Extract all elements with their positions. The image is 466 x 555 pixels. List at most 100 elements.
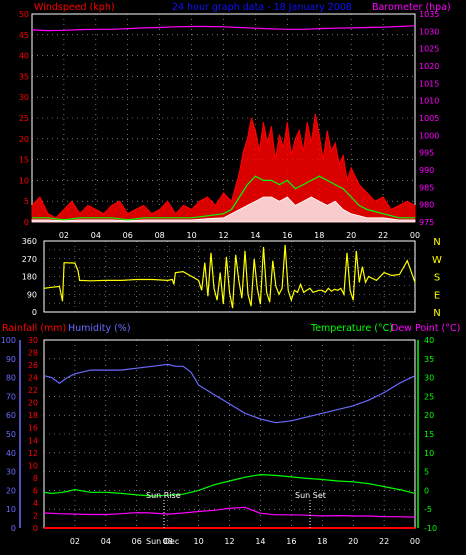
rainfall-tick-label: 14: [28, 436, 38, 445]
rainfall-tick-label: 18: [28, 411, 38, 420]
barometer-tick-label: 1000: [419, 131, 439, 140]
direction-tick-label: 180: [22, 273, 37, 282]
barometer-axis-ticks: 975 980 985 990 995 1000 1005 1010 1015 1020 1025 1…: [419, 10, 439, 227]
temperature-x-tick-label: 10: [193, 537, 203, 546]
rainfall-tick-label: 20: [28, 399, 38, 408]
barometer-tick-label: 995: [419, 149, 434, 158]
barometer-tick-label: 1020: [419, 62, 439, 71]
windspeed-tick-label: 10: [19, 176, 29, 185]
temperature-panel-series: [43, 363, 416, 529]
temperature-tick-label: 0: [424, 486, 429, 495]
temperature-panel-grid: [44, 340, 415, 528]
barometer-tick-label: 1030: [419, 27, 439, 36]
rainfall-tick-label: 8: [33, 474, 38, 483]
direction-tick-label: 270: [22, 255, 37, 264]
temperature-tick-label: -5: [424, 505, 432, 514]
rainfall-tick-label: 12: [28, 449, 38, 458]
windspeed-tick-label: 15: [19, 156, 29, 165]
temperature-tick-label: 5: [424, 468, 429, 477]
rainfall-axis-title: Rainfall (mm): [2, 323, 66, 334]
temperature-tick-label: 20: [424, 411, 434, 420]
rainfall-tick-label: 6: [33, 486, 38, 495]
windspeed-tick-label: 20: [19, 135, 29, 144]
wind-x-tick-label: 12: [218, 231, 228, 240]
temperature-x-tick-label: 14: [255, 537, 265, 546]
direction-panel-grid: [44, 241, 415, 312]
average-series-line: [32, 175, 415, 221]
wind-x-tick-label: 16: [282, 231, 292, 240]
wind-x-tick-label: 02: [59, 231, 69, 240]
direction-tick-label: 90: [27, 290, 37, 299]
wind-x-tick-label: 10: [186, 231, 196, 240]
temperature-tick-label: -10: [424, 524, 437, 533]
barometer-tick-label: 1035: [419, 10, 439, 19]
direction-tick-label: 360: [22, 237, 37, 246]
barometer-tick-label: 1010: [419, 97, 439, 106]
humidity-tick-label: 30: [6, 468, 16, 477]
barometer-tick-label: 980: [419, 201, 434, 210]
compass-label: S: [434, 273, 440, 284]
wind-x-tick-label: 22: [378, 231, 388, 240]
wind-x-tick-label: 04: [91, 231, 101, 240]
direction-tick-label: 0: [32, 308, 37, 317]
wind-panel-series: [31, 25, 416, 223]
humidity-tick-label: 60: [6, 411, 16, 420]
temperature-axis-ticks: -10 -5 0 5 10 15 20 25 30 35 40: [417, 336, 437, 533]
temperature-axis-title: Temperature (°C): [310, 323, 393, 334]
temperature-x-tick-label: 16: [286, 537, 296, 546]
compass-label: N: [433, 237, 440, 248]
temperature-x-tick-label: 18: [317, 537, 327, 546]
dewpoint-axis-title: Dew Point (°C): [391, 323, 460, 334]
barometer-tick-label: 1015: [419, 79, 439, 88]
humidity-tick-label: 70: [6, 392, 16, 401]
rainfall-tick-label: 16: [28, 424, 38, 433]
rainfall-tick-label: 2: [33, 511, 38, 520]
windspeed-tick-label: 40: [19, 52, 29, 61]
wind-x-tick-label: 18: [314, 231, 324, 240]
direction-axis-ticks: 0 90 180 270 360: [22, 237, 37, 317]
barometer-tick-label: 1025: [419, 45, 439, 54]
temperature-series-line: [43, 473, 416, 497]
humidity-tick-label: 10: [6, 505, 16, 514]
temperature-panel-x-ticks: 02 04 06 08 10 12 14 16 18 20 22 00: [70, 537, 420, 546]
temperature-x-tick-label: 22: [379, 537, 389, 546]
windspeed-tick-label: 0: [24, 218, 29, 227]
rainfall-tick-label: 26: [28, 361, 38, 370]
barometer-axis-title: Barometer (hpa): [372, 2, 451, 13]
direction-series-line: [43, 244, 416, 309]
barometer-series-line: [31, 25, 416, 32]
rainfall-tick-label: 24: [28, 374, 38, 383]
temperature-tick-label: 10: [424, 449, 434, 458]
barometer-tick-label: 1005: [419, 114, 439, 123]
wind-x-tick-label: 00: [410, 231, 420, 240]
windspeed-tick-label: 45: [19, 31, 29, 40]
rainfall-tick-label: 0: [33, 524, 38, 533]
humidity-tick-label: 20: [6, 486, 16, 495]
windspeed-tick-label: 25: [19, 114, 29, 123]
rainfall-tick-label: 28: [28, 349, 38, 358]
wind-panel-x-ticks: 02 04 06 08 10 12 14 16 18 20 22 00: [59, 231, 420, 240]
humidity-tick-label: 0: [11, 524, 16, 533]
windspeed-tick-label: 5: [24, 197, 29, 206]
dewpoint-series-line: [43, 506, 416, 518]
barometer-tick-label: 985: [419, 183, 434, 192]
temperature-tick-label: 35: [424, 355, 434, 364]
sunrise-label: Sun Rise: [146, 491, 181, 500]
rainfall-tick-label: 10: [28, 461, 38, 470]
temperature-x-tick-label: 08: [163, 537, 173, 546]
rainfall-tick-label: 30: [28, 336, 38, 345]
wind-series-area: [31, 196, 416, 223]
compass-label: W: [432, 255, 442, 266]
windspeed-tick-label: 35: [19, 72, 29, 81]
chart-title: 24 hour graph data - 18 January 2008: [172, 2, 352, 13]
temperature-tick-label: 15: [424, 430, 434, 439]
humidity-axis-title: Humidity (%): [68, 323, 131, 334]
windspeed-axis-ticks: 0 5 10 15 20 25 30 35 40 45 50: [19, 10, 29, 227]
humidity-tick-label: 50: [6, 430, 16, 439]
compass-label: E: [434, 290, 440, 301]
temperature-x-tick-label: 20: [348, 537, 358, 546]
temperature-tick-label: 25: [424, 392, 434, 401]
humidity-tick-label: 90: [6, 355, 16, 364]
barometer-tick-label: 975: [419, 218, 434, 227]
